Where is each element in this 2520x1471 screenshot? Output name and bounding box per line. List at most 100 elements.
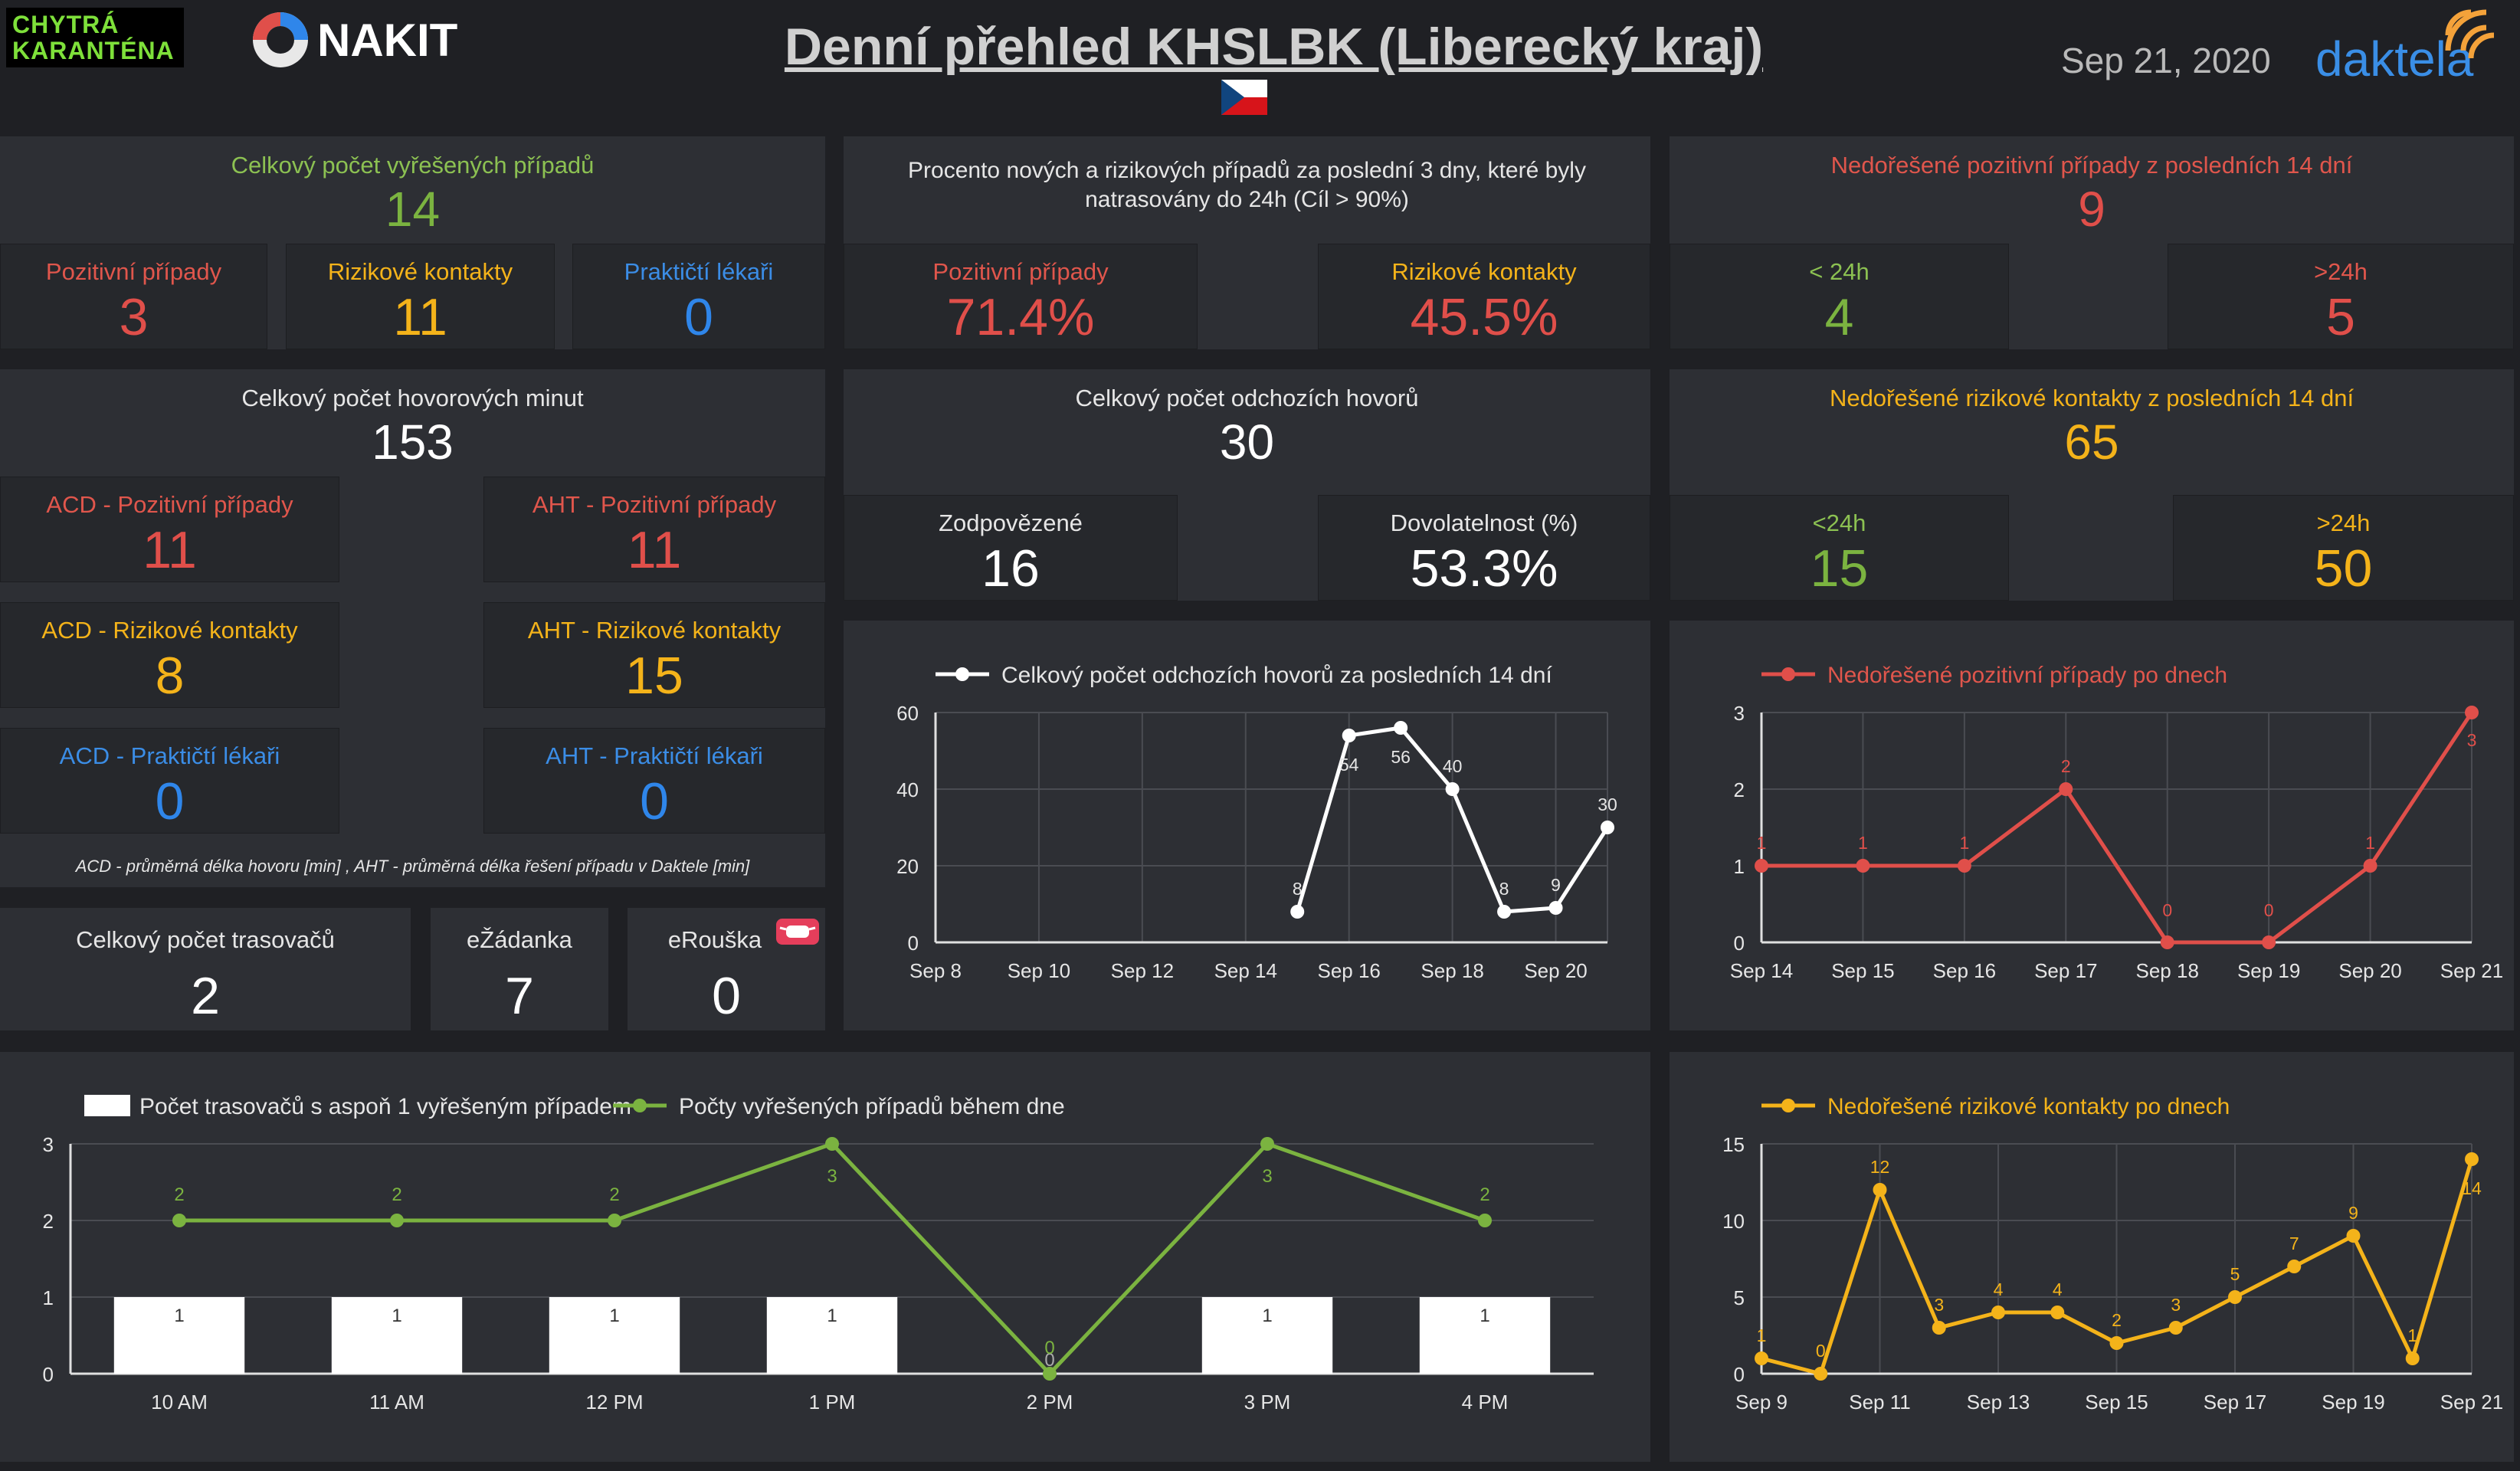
calls-panel: Celkový počet odchozích hovorů 30 Zodpov…: [844, 369, 1650, 601]
logo-line2: KARANTÉNA: [12, 37, 175, 64]
acd-risk-value: 8: [155, 647, 185, 705]
data-label: 3: [1262, 1166, 1272, 1187]
x-tick-label: 4 PM: [1462, 1391, 1509, 1414]
aht-gp-cell: AHT - Praktičtí lékaři 0: [483, 728, 825, 834]
data-label: 4: [2053, 1279, 2063, 1299]
bar-label: 1: [392, 1306, 401, 1326]
legend-label: Nedořešené rizikové kontakty po dnech: [1827, 1094, 2230, 1119]
data-point: [1548, 901, 1563, 915]
bar: [549, 1297, 680, 1374]
unres-pos-title: Nedořešené pozitivní případy z posledníc…: [1830, 152, 2353, 179]
data-point: [1445, 782, 1460, 796]
x-tick-label: Sep 20: [1524, 959, 1587, 982]
acd-positive-cell: ACD - Pozitivní případy 11: [0, 477, 339, 582]
data-label: 54: [1339, 755, 1359, 775]
legend-box: [84, 1095, 130, 1116]
resolved-gp-cell: Praktičtí lékaři 0: [572, 244, 825, 349]
y-tick-label: 1: [1734, 855, 1745, 878]
unres-risk-title: Nedořešené rizikové kontakty z posledníc…: [1829, 385, 2355, 411]
x-tick-label: Sep 16: [1317, 959, 1380, 982]
traced-panel: Procento nových a rizikových případů za …: [844, 136, 1650, 349]
aht-positive-label: AHT - Pozitivní případy: [532, 491, 777, 518]
aht-positive-value: 11: [627, 521, 682, 579]
x-tick-label: Sep 16: [1933, 959, 1996, 982]
data-point: [1497, 905, 1512, 919]
unres-risk-gt24-value: 50: [2314, 539, 2373, 598]
data-label: 5: [2230, 1264, 2240, 1284]
erouska-panel: eRouška 0: [628, 908, 825, 1030]
data-label: 2: [2061, 756, 2071, 776]
calls-title: Celkový počet odchozích hovorů: [1075, 385, 1419, 411]
x-tick-label: 2 PM: [1027, 1391, 1073, 1414]
report-date: Sep 21, 2020: [2061, 41, 2271, 80]
resolved-title: Celkový počet vyřešených případů: [231, 152, 595, 179]
acd-risk-label: ACD - Rizikové kontakty: [41, 617, 298, 644]
pos-chart-panel: 0 1 2 3 Sep 14 Sep 15 Sep 16 Sep 17 Sep 18 Sep 19…: [1670, 621, 2514, 1030]
acd-positive-label: ACD - Pozitivní případy: [46, 491, 293, 518]
unresolved-positive-panel: Nedořešené pozitivní případy z posledníc…: [1670, 136, 2514, 349]
y-tick-label: 60: [896, 702, 919, 725]
y-tick-label: 2: [43, 1210, 54, 1233]
aht-positive-cell: AHT - Pozitivní případy 11: [483, 477, 825, 582]
data-label: 2: [392, 1184, 401, 1205]
calls-chart: 0 20 40 60 Sep 8 Sep 10 Sep 12 Sep 14 Sep 16 Sep …: [896, 663, 1617, 982]
bar: [1201, 1297, 1333, 1374]
acd-gp-value: 0: [155, 772, 185, 831]
y-tick-label: 10: [1722, 1210, 1745, 1233]
ezadanka-panel: eŽádanka 7: [431, 908, 608, 1030]
data-point: [1991, 1306, 2005, 1319]
data-label: 9: [1551, 875, 1561, 895]
resolved-risk-value: 11: [393, 288, 447, 346]
answered-value: 16: [981, 539, 1040, 598]
x-tick-label: 10 AM: [151, 1391, 208, 1414]
unres-risk-lt24-cell: <24h 15: [1670, 495, 2009, 601]
traced-risk-cell: Rizikové kontakty 45.5%: [1318, 244, 1650, 349]
data-label: 0: [1044, 1338, 1054, 1358]
acd-gp-cell: ACD - Praktičtí lékaři 0: [0, 728, 339, 834]
mask-icon: [776, 919, 819, 945]
answered-label: Zodpovězené: [939, 509, 1083, 536]
bar-label: 0: [1044, 1350, 1054, 1371]
unres-risk-lt24-value: 15: [1810, 539, 1869, 598]
data-label: 2: [174, 1184, 184, 1205]
x-tick-label: Sep 17: [2204, 1391, 2266, 1414]
y-tick-label: 20: [896, 855, 919, 878]
aht-risk-cell: AHT - Rizikové kontakty 15: [483, 602, 825, 708]
x-tick-label: Sep 19: [2237, 959, 2300, 982]
aht-risk-label: AHT - Rizikové kontakty: [527, 617, 782, 644]
erouska-value: 0: [712, 967, 741, 1025]
data-point: [1260, 1137, 1274, 1151]
acd-gp-label: ACD - Praktičtí lékaři: [59, 742, 280, 769]
resolved-risk-cell: Rizikové kontakty 11: [286, 244, 555, 349]
bar-label: 1: [1262, 1306, 1272, 1326]
calls-total: 30: [1219, 414, 1275, 470]
data-label: 2: [2112, 1310, 2122, 1330]
data-label: 1: [2407, 1325, 2417, 1345]
x-tick-label: Sep 14: [1730, 959, 1793, 982]
resolved-positive-value: 3: [119, 288, 149, 346]
x-tick-label: Sep 12: [1111, 959, 1174, 982]
unres-pos-gt24-value: 5: [2326, 288, 2355, 346]
data-label: 0: [2264, 900, 2274, 920]
bar: [1419, 1297, 1551, 1374]
resolved-positive-cell: Pozitivní případy 3: [0, 244, 267, 349]
data-point: [608, 1214, 621, 1227]
x-tick-label: 3 PM: [1244, 1391, 1291, 1414]
ezadanka-value: 7: [505, 967, 534, 1025]
data-label: 2: [1480, 1184, 1489, 1205]
data-point: [2287, 1260, 2302, 1273]
czech-flag-icon: [1221, 80, 1267, 115]
y-tick-label: 3: [43, 1133, 54, 1156]
x-tick-label: Sep 21: [2440, 1391, 2503, 1414]
legend-marker: [633, 1099, 647, 1112]
legend-marker: [955, 667, 969, 681]
y-tick-label: 0: [43, 1363, 54, 1386]
aht-risk-value: 15: [625, 647, 683, 705]
page-title: Denní přehled KHSLBK (Liberecký kraj): [784, 18, 1764, 76]
x-tick-label: 11 AM: [369, 1391, 424, 1414]
x-tick-label: Sep 18: [2136, 959, 2199, 982]
x-tick-label: Sep 11: [1849, 1391, 1910, 1414]
data-point: [1814, 1367, 1828, 1381]
resolved-positive-label: Pozitivní případy: [45, 258, 222, 285]
data-label: 3: [827, 1166, 837, 1187]
